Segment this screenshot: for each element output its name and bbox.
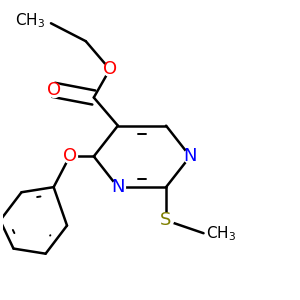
Text: N: N (111, 178, 124, 196)
Text: S: S (160, 212, 172, 230)
Text: O: O (63, 147, 77, 165)
Text: N: N (183, 147, 197, 165)
Text: CH$_3$: CH$_3$ (16, 11, 46, 30)
Text: O: O (103, 60, 117, 78)
Text: O: O (46, 81, 61, 99)
Text: CH$_3$: CH$_3$ (206, 224, 236, 243)
